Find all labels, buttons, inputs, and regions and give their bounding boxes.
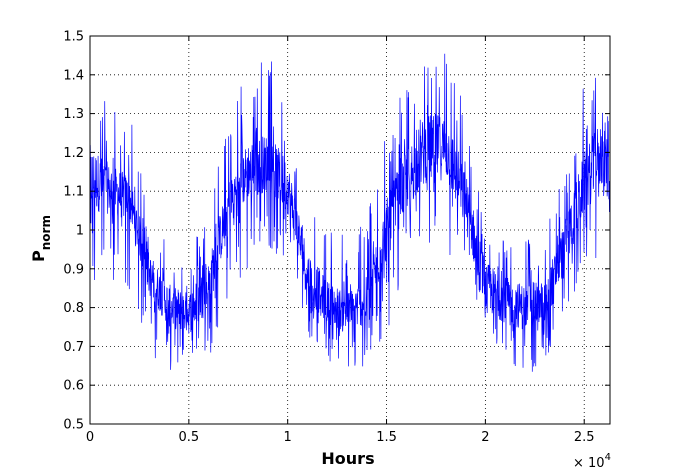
y-tick-label: 0.6 — [63, 379, 84, 394]
x-tick-label: 2 — [481, 430, 489, 445]
y-axis-label-sub: norm — [39, 215, 53, 250]
y-tick-label: 1.3 — [63, 107, 84, 122]
y-axis-label-main: P — [29, 250, 48, 262]
y-axis-label: Pnorm — [29, 215, 53, 262]
axis-ticks: 0.50.60.70.80.911.11.21.31.41.50 0.5 1 1.5 2… — [63, 30, 610, 445]
x-axis-multiplier: × 104 — [573, 452, 611, 471]
y-tick-label: 0.5 — [63, 418, 84, 433]
power-series-line — [89, 53, 611, 372]
y-tick-label: 1 — [76, 224, 84, 239]
x-axis-multiplier-base: × 10 — [573, 456, 605, 471]
y-tick-label: 0.7 — [63, 340, 84, 355]
x-axis-label: Hours — [321, 449, 374, 468]
y-tick-label: 1.4 — [63, 68, 84, 83]
y-tick-label: 1.1 — [63, 185, 84, 200]
x-tick-label: 2.5 — [574, 430, 595, 445]
y-tick-label: 1.5 — [63, 30, 84, 45]
y-tick-label: 0.9 — [63, 262, 84, 277]
data-series — [89, 53, 611, 372]
x-tick-label: 0.5 — [179, 430, 200, 445]
x-axis-multiplier-exponent: 4 — [605, 452, 611, 463]
x-tick-label: 0 — [86, 430, 94, 445]
y-tick-label: 0.8 — [63, 301, 84, 316]
y-tick-label: 1.2 — [63, 146, 84, 161]
x-tick-label: 1.5 — [376, 430, 397, 445]
x-tick-label: 1 — [284, 430, 292, 445]
